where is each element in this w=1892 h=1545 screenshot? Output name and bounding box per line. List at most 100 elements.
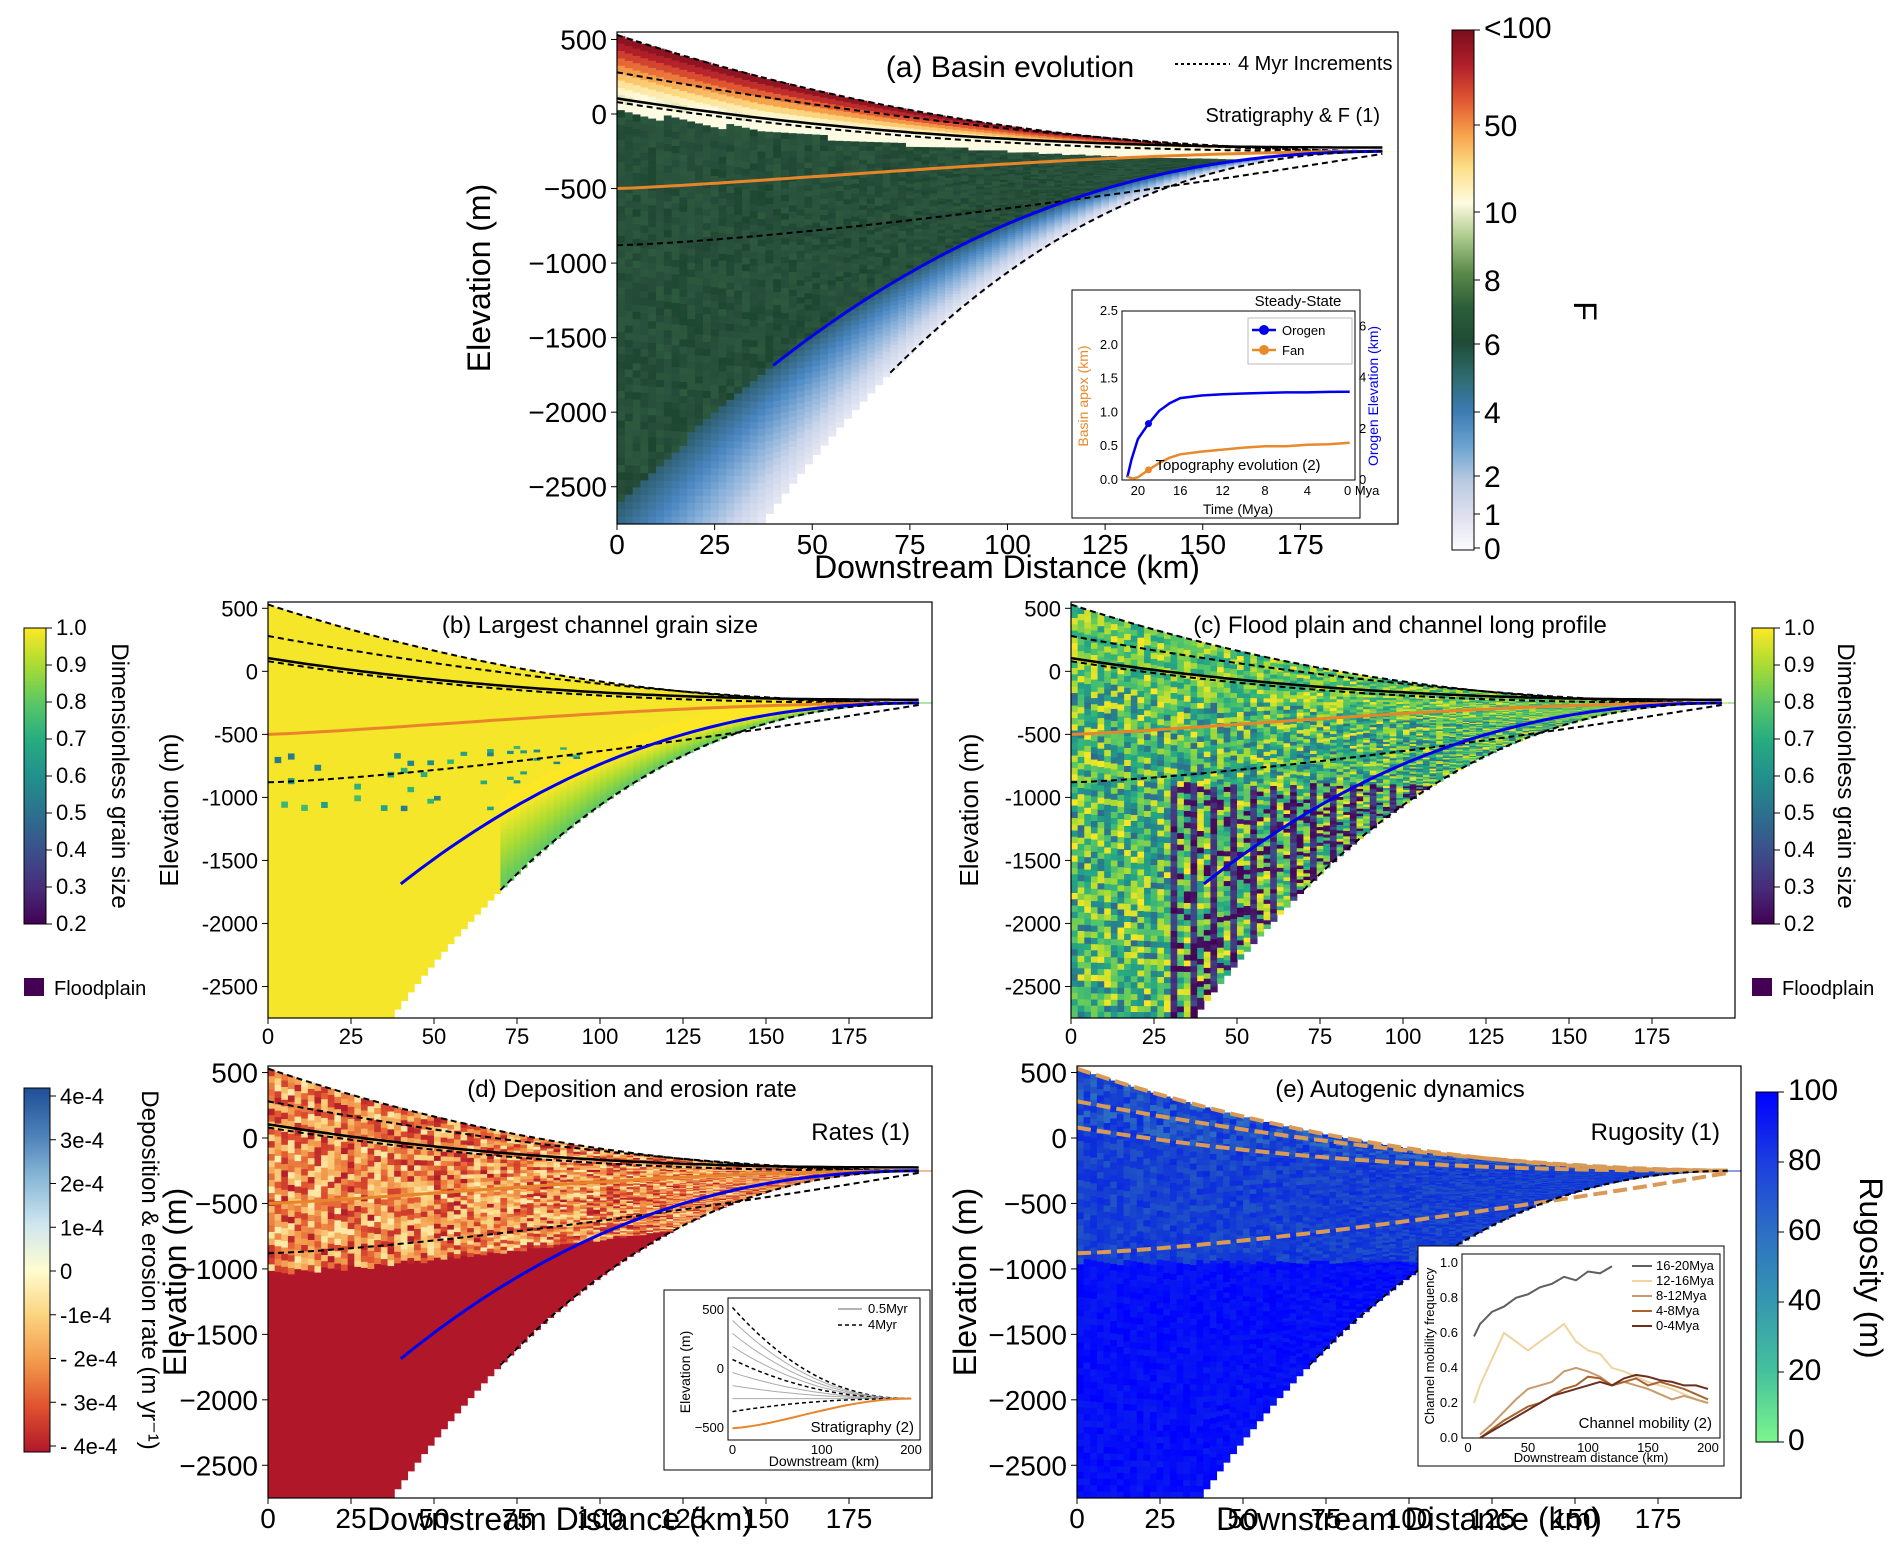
heat-cell bbox=[905, 187, 915, 192]
heat-cell bbox=[702, 300, 712, 308]
heat-cell bbox=[1085, 146, 1095, 149]
heat-cell bbox=[1015, 146, 1024, 149]
heat-cell bbox=[718, 212, 727, 220]
heat-cell bbox=[1124, 169, 1134, 172]
heat-cell bbox=[882, 294, 891, 300]
heat-cell bbox=[898, 223, 907, 228]
heat-cell bbox=[835, 286, 845, 293]
heat-cell bbox=[945, 205, 954, 210]
heat-cell bbox=[632, 472, 642, 481]
heat-cell bbox=[710, 196, 720, 205]
heat-cell bbox=[874, 125, 884, 130]
heat-cell bbox=[765, 131, 774, 139]
heat-cell bbox=[999, 132, 1009, 136]
heat-cell bbox=[991, 157, 1001, 161]
heat-cell bbox=[1148, 149, 1157, 151]
heat-cell bbox=[976, 178, 985, 183]
heat-cell bbox=[648, 270, 657, 279]
heat-cell bbox=[812, 426, 821, 433]
heat-cell bbox=[648, 473, 657, 482]
heat-cell bbox=[671, 53, 681, 62]
heat-cell bbox=[882, 171, 891, 176]
heat-cell bbox=[796, 86, 806, 94]
heat-cell bbox=[1148, 150, 1157, 152]
heat-cell bbox=[679, 332, 688, 341]
heat-cell bbox=[632, 41, 642, 50]
heat-cell bbox=[1109, 203, 1118, 206]
heat-cell bbox=[1101, 181, 1110, 184]
heat-cell bbox=[765, 283, 774, 291]
heat-cell bbox=[710, 252, 720, 261]
heat-cell bbox=[913, 136, 923, 141]
heat-cell bbox=[960, 209, 970, 213]
heat-cell bbox=[905, 239, 915, 244]
heat-cell bbox=[617, 250, 626, 259]
heat-cell bbox=[952, 305, 962, 310]
heat-cell bbox=[624, 244, 634, 253]
heat-cell bbox=[1023, 195, 1032, 199]
heat-cell bbox=[866, 159, 876, 165]
heat-cell bbox=[757, 259, 766, 268]
heat-cell bbox=[999, 166, 1009, 170]
heat-cell bbox=[1093, 206, 1102, 209]
heat-cell bbox=[1116, 198, 1126, 200]
heat-cell bbox=[921, 164, 930, 169]
heat-cell bbox=[671, 516, 681, 524]
heat-cell bbox=[1101, 161, 1110, 164]
heat-cell bbox=[1069, 201, 1079, 204]
heat-cell bbox=[734, 221, 743, 230]
heat-cell bbox=[976, 127, 985, 131]
heat-cell bbox=[1015, 255, 1024, 259]
heat-cell bbox=[1109, 152, 1118, 155]
heat-cell bbox=[648, 422, 657, 431]
heat-cell bbox=[851, 353, 860, 359]
heat-cell bbox=[1101, 148, 1110, 150]
heat-cell bbox=[617, 51, 626, 60]
heat-cell bbox=[796, 262, 806, 269]
heat-cell bbox=[929, 127, 938, 132]
heat-cell bbox=[812, 112, 821, 119]
heat-cell bbox=[796, 203, 806, 211]
heat-cell bbox=[1062, 170, 1071, 173]
heat-cell bbox=[1069, 225, 1079, 228]
heat-cell bbox=[1054, 184, 1063, 187]
heat-cell bbox=[695, 376, 704, 385]
heat-cell bbox=[734, 338, 743, 347]
heat-cell bbox=[921, 205, 930, 210]
heat-cell bbox=[866, 133, 876, 139]
heat-cell bbox=[741, 489, 751, 498]
heat-cell bbox=[1163, 174, 1173, 176]
heat-cell bbox=[882, 167, 891, 172]
heat-cell bbox=[1062, 191, 1071, 194]
heat-cell bbox=[679, 240, 688, 248]
heat-cell bbox=[632, 209, 642, 218]
heat-cell bbox=[827, 394, 837, 401]
heat-cell bbox=[991, 209, 1001, 213]
heat-cell bbox=[1030, 163, 1040, 167]
heat-cell bbox=[749, 129, 759, 137]
heat-cell bbox=[695, 228, 704, 237]
heat-cell bbox=[734, 91, 743, 100]
heat-cell bbox=[734, 242, 743, 251]
heat-cell bbox=[679, 467, 688, 475]
heat-cell bbox=[788, 151, 798, 158]
heat-cell bbox=[913, 125, 923, 130]
heat-cell bbox=[921, 198, 930, 203]
heat-cell bbox=[734, 187, 743, 196]
heat-cell bbox=[851, 381, 860, 387]
heat-cell bbox=[1124, 162, 1134, 165]
heat-cell bbox=[812, 217, 821, 224]
heat-cell bbox=[765, 276, 774, 284]
heat-cell bbox=[663, 287, 673, 296]
heat-cell bbox=[929, 289, 938, 293]
heat-cell bbox=[1046, 153, 1055, 157]
heat-cell bbox=[913, 146, 923, 152]
heat-cell bbox=[1140, 173, 1149, 176]
heat-cell bbox=[898, 303, 907, 309]
heat-cell bbox=[1093, 198, 1102, 200]
heat-cell bbox=[726, 482, 735, 491]
heat-cell bbox=[1046, 182, 1055, 185]
heat-cell bbox=[718, 122, 727, 130]
heat-cell bbox=[663, 108, 673, 117]
heat-cell bbox=[1030, 236, 1040, 240]
